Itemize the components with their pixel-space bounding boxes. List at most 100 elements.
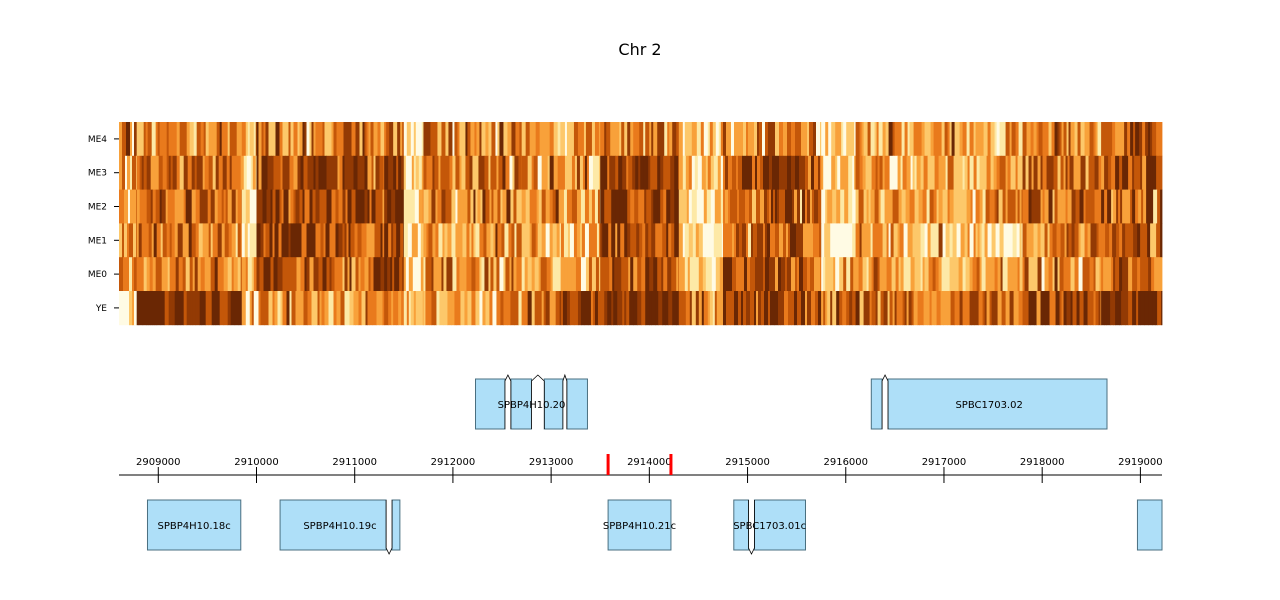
heatmap-cell bbox=[382, 291, 385, 326]
heatmap-cell bbox=[560, 291, 564, 326]
heatmap-cell bbox=[916, 257, 921, 292]
heatmap-cell bbox=[713, 223, 719, 258]
heatmap-cell bbox=[1033, 223, 1038, 258]
heatmap-cell bbox=[975, 223, 978, 258]
heatmap-cell bbox=[426, 122, 431, 157]
heatmap-cell bbox=[871, 257, 874, 292]
heatmap-cell bbox=[429, 291, 432, 326]
heatmap-cell bbox=[123, 257, 127, 292]
heatmap-cell bbox=[547, 155, 551, 190]
heatmap-cell bbox=[423, 122, 427, 157]
heatmap-cell bbox=[396, 223, 401, 258]
heatmap-cell bbox=[618, 155, 623, 190]
heatmap-cell bbox=[525, 122, 531, 157]
heatmap-cell bbox=[827, 189, 830, 224]
heatmap-cell bbox=[653, 257, 658, 292]
heatmap-cell bbox=[577, 291, 582, 326]
heatmap-cell bbox=[905, 189, 908, 224]
heatmap-cell bbox=[1057, 155, 1061, 190]
heatmap-cell bbox=[422, 189, 424, 224]
heatmap-cell bbox=[253, 122, 257, 157]
heatmap-cell bbox=[648, 189, 652, 224]
heatmap-cell bbox=[646, 155, 649, 190]
heatmap-cell bbox=[1031, 155, 1034, 190]
heatmap-cell bbox=[347, 155, 352, 190]
heatmap-cell bbox=[757, 155, 761, 190]
heatmap-cell bbox=[1113, 189, 1117, 224]
heatmap-cell bbox=[208, 155, 214, 190]
heatmap-cell bbox=[125, 291, 130, 326]
heatmap-cell bbox=[519, 223, 523, 258]
heatmap-cell bbox=[606, 223, 609, 258]
heatmap-cell bbox=[374, 223, 379, 258]
heatmap-cell bbox=[1150, 189, 1154, 224]
heatmap-cell bbox=[583, 122, 587, 157]
heatmap-cell bbox=[475, 155, 479, 190]
heatmap-cell bbox=[611, 223, 616, 258]
heatmap-cell bbox=[426, 155, 430, 190]
heatmap-cell bbox=[941, 155, 946, 190]
heatmap-cell bbox=[680, 122, 684, 157]
heatmap-cell bbox=[1082, 257, 1087, 292]
heatmap-cell bbox=[452, 257, 457, 292]
heatmap-cell bbox=[403, 291, 408, 326]
heatmap-cell bbox=[846, 122, 851, 157]
heatmap-cell bbox=[288, 122, 291, 157]
heatmap-cell bbox=[783, 122, 788, 157]
heatmap-cell bbox=[290, 189, 294, 224]
heatmap-cell bbox=[313, 155, 316, 190]
heatmap-cell bbox=[285, 223, 289, 258]
heatmap-cell bbox=[395, 189, 398, 224]
heatmap-cell bbox=[653, 122, 658, 157]
heatmap-cell bbox=[732, 155, 737, 190]
heatmap-cell bbox=[337, 155, 340, 190]
heatmap-cell bbox=[490, 223, 494, 258]
heatmap-cell bbox=[678, 257, 682, 292]
heatmap-cell bbox=[531, 223, 537, 258]
heatmap-cell bbox=[541, 189, 547, 224]
heatmap-cell bbox=[553, 155, 559, 190]
heatmap-cell bbox=[304, 223, 307, 258]
heatmap-cell bbox=[506, 189, 511, 224]
heatmap-cell bbox=[819, 223, 822, 258]
heatmap-cell bbox=[955, 155, 960, 190]
heatmap-cell bbox=[1125, 257, 1129, 292]
heatmap-cell bbox=[1037, 155, 1041, 190]
heatmap-cell bbox=[611, 155, 616, 190]
heatmap-cell bbox=[400, 223, 404, 258]
heatmap-cell bbox=[152, 257, 157, 292]
heatmap-cell bbox=[348, 223, 351, 258]
heatmap-cell bbox=[481, 257, 485, 292]
heatmap-cell bbox=[237, 155, 242, 190]
heatmap-cell bbox=[695, 223, 700, 258]
heatmap-cell bbox=[1119, 257, 1123, 292]
gene-label: SPBP4H10.21c bbox=[603, 521, 676, 532]
heatmap-cell bbox=[1007, 257, 1011, 292]
heatmap-cell bbox=[969, 223, 974, 258]
heatmap-cell bbox=[472, 155, 476, 190]
heatmap-cell bbox=[619, 189, 624, 224]
exon-box bbox=[391, 499, 401, 551]
heatmap-cell bbox=[165, 257, 169, 292]
heatmap-cell bbox=[742, 155, 747, 190]
heatmap-cell bbox=[662, 223, 667, 258]
heatmap-cell bbox=[1144, 223, 1148, 258]
heatmap-cell bbox=[541, 223, 547, 258]
heatmap-row-ye bbox=[119, 291, 1163, 326]
heatmap-cell bbox=[321, 291, 325, 326]
heatmap-cell bbox=[738, 155, 743, 190]
heatmap-cell bbox=[888, 122, 893, 157]
heatmap-cell bbox=[497, 122, 500, 157]
heatmap-cell bbox=[886, 257, 890, 292]
heatmap-cell bbox=[672, 122, 677, 157]
heatmap-cell bbox=[943, 291, 948, 326]
heatmap-cell bbox=[746, 291, 751, 326]
heatmap-cell bbox=[282, 122, 287, 157]
heatmap-cell bbox=[236, 122, 242, 157]
heatmap-cell bbox=[821, 155, 824, 190]
heatmap-cell bbox=[182, 257, 187, 292]
heatmap-cell bbox=[763, 257, 766, 292]
heatmap-cell bbox=[256, 257, 260, 292]
heatmap-cell bbox=[672, 291, 677, 326]
heatmap-cell bbox=[454, 291, 457, 326]
